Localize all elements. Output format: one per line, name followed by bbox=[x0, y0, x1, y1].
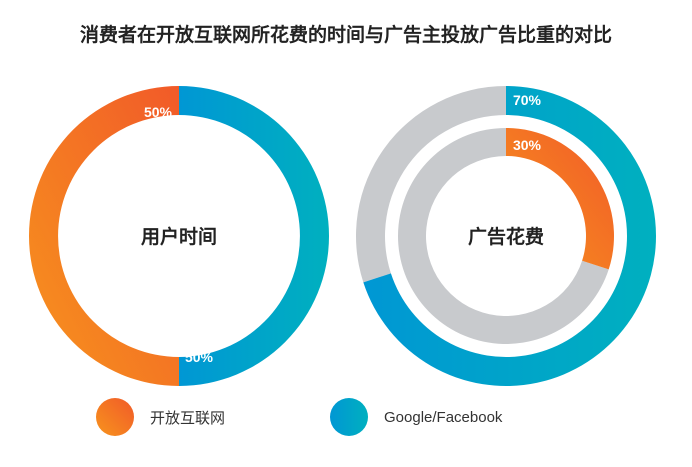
chart-title: 消费者在开放互联网所花费的时间与广告主投放广告比重的对比 bbox=[79, 24, 612, 46]
ring-inner-open-web bbox=[506, 128, 614, 270]
label-open-web-time: 50% bbox=[144, 104, 173, 120]
legend-label-facebook-google: Google/Facebook bbox=[384, 408, 503, 426]
slice-facebook-google-time bbox=[179, 86, 329, 386]
slice-open-web-time bbox=[29, 86, 179, 386]
legend-item-facebook-google: Google/Facebook bbox=[330, 398, 502, 436]
center-label-time: 用户时间 bbox=[141, 225, 217, 248]
center-label-adspend: 广告花费 bbox=[468, 225, 544, 248]
legend-item-open-web: 开放互联网 bbox=[96, 398, 225, 436]
label-outer-facebook-google: 70% bbox=[513, 92, 542, 108]
label-inner-open-web: 30% bbox=[513, 137, 542, 153]
ring-outer-remainder bbox=[356, 86, 506, 283]
legend-swatch-open-web bbox=[96, 398, 134, 436]
label-facebook-google-time: 50% bbox=[185, 349, 214, 365]
legend-label-open-web: 开放互联网 bbox=[150, 409, 226, 427]
adspend-donut: 70% 30% 广告花费 bbox=[356, 86, 656, 386]
legend-swatch-facebook-google bbox=[330, 398, 368, 436]
time-donut: 50% 50% 用户时间 bbox=[29, 86, 329, 386]
